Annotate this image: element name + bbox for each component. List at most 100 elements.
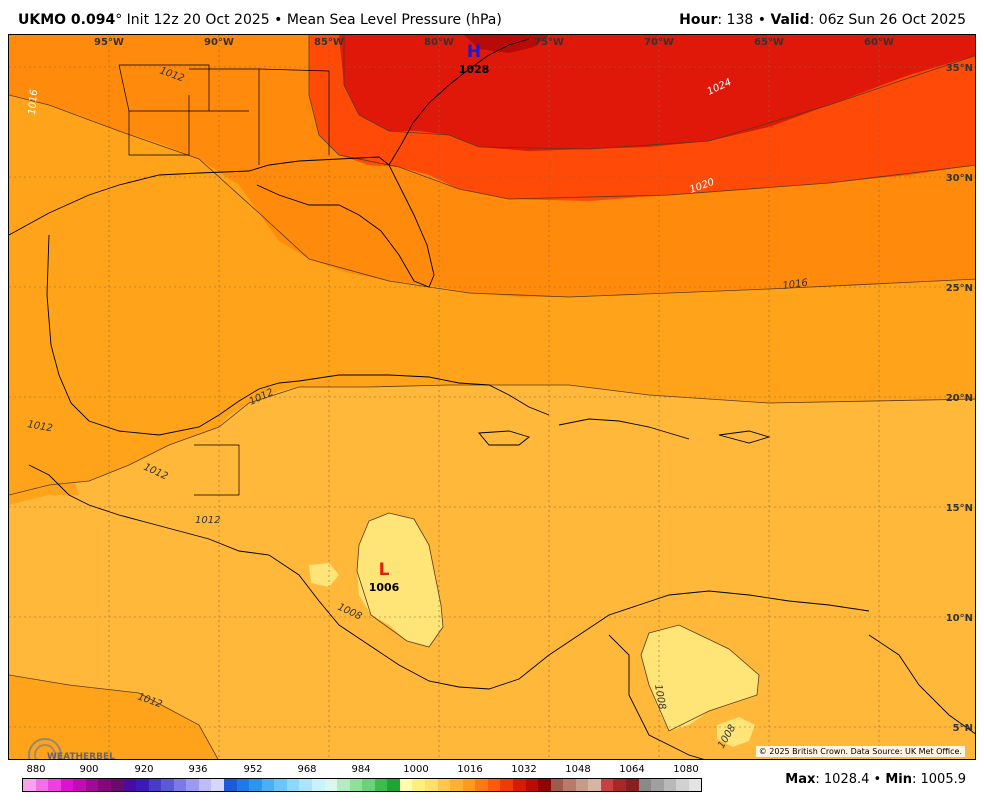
- max-label: Max: [785, 772, 816, 787]
- colorbar-swatch: [387, 779, 400, 791]
- hour-value: : 138: [717, 12, 754, 28]
- init-time: Init 12z 20 Oct 2025: [126, 12, 270, 28]
- logo-text: WEATHERBELL: [47, 752, 115, 760]
- lon-label: 70°W: [644, 37, 674, 48]
- colorbar-swatch: [136, 779, 149, 791]
- pressure-pocket-1012: [9, 455, 79, 505]
- colorbar-label: 880: [26, 764, 46, 775]
- colorbar-swatch: [399, 779, 413, 791]
- colorbar-swatch: [425, 779, 438, 791]
- colorbar-swatch: [512, 779, 526, 791]
- colorbar-swatch: [299, 779, 312, 791]
- contour-label: 1016: [782, 278, 809, 292]
- colorbar-swatch: [161, 779, 174, 791]
- graticule: [9, 35, 975, 759]
- info-bullet: •: [757, 12, 766, 28]
- map-canvas: 95°W 90°W 85°W 80°W 75°W 70°W 65°W 60°W …: [9, 35, 975, 759]
- hour-label: Hour: [679, 12, 718, 28]
- map-title: UKMO 0.094° Init 12z 20 Oct 2025 • Mean …: [18, 12, 502, 28]
- pressure-pocket-1012-south: [9, 675, 218, 759]
- lat-label: 25°N: [946, 283, 973, 294]
- colorbar-swatch: [613, 779, 626, 791]
- high-value: 1028: [459, 63, 490, 76]
- lon-label: 80°W: [424, 37, 454, 48]
- low-value: 1006: [369, 581, 400, 594]
- colorbar-swatch: [73, 779, 86, 791]
- colorbar-label: 1032: [511, 764, 537, 775]
- lon-label: 90°W: [204, 37, 234, 48]
- colorbar-label: 1048: [565, 764, 591, 775]
- valid-value: : 06z Sun 26 Oct 2025: [809, 12, 966, 28]
- colorbar-swatch: [550, 779, 564, 791]
- colorbar-swatch: [236, 779, 250, 791]
- low-lobe: [309, 563, 339, 587]
- pressure-band-1024-1028: [339, 35, 975, 151]
- colorbar-swatch: [35, 779, 49, 791]
- lon-label: 75°W: [534, 37, 564, 48]
- latitude-labels: 35°N 30°N 25°N 20°N 15°N 10°N 5°N: [946, 63, 973, 734]
- colorbar-swatch: [85, 779, 99, 791]
- high-pressure-marker: H 1028: [459, 42, 490, 76]
- colorbar-swatch: [337, 779, 350, 791]
- colorbar-swatch: [462, 779, 476, 791]
- colorbar-labels: 880 900 920 936 952 968 984 1000 1016 10…: [22, 764, 702, 776]
- colorbar-swatch: [475, 779, 488, 791]
- colorbar-swatch: [600, 779, 614, 791]
- colorbar-label: 936: [188, 764, 208, 775]
- lat-label: 15°N: [946, 503, 973, 514]
- colorbar-swatch: [362, 779, 375, 791]
- colorbar-swatch: [450, 779, 463, 791]
- lat-label: 5°N: [953, 723, 973, 734]
- high-letter: H: [467, 42, 481, 62]
- pressure-map[interactable]: 95°W 90°W 85°W 80°W 75°W 70°W 65°W 60°W …: [8, 34, 976, 760]
- lon-label: 85°W: [314, 37, 344, 48]
- colorbar-swatch: [186, 779, 199, 791]
- colorbar-swatch: [48, 779, 61, 791]
- coastlines: [9, 38, 975, 759]
- colorbar-label: 952: [243, 764, 263, 775]
- isobars: [9, 35, 975, 759]
- colorbar-swatch: [249, 779, 262, 791]
- colorbar-swatch: [211, 779, 224, 791]
- contour-label: 1008: [652, 684, 667, 711]
- low-center-area: [357, 513, 443, 647]
- lat-label: 20°N: [946, 393, 973, 404]
- min-value: : 1005.9: [912, 772, 966, 787]
- colorbar-swatch: [224, 779, 237, 791]
- contour-label: 1012: [195, 515, 220, 526]
- lon-label: 60°W: [864, 37, 894, 48]
- colorbar-swatch: [374, 779, 388, 791]
- valid-label: Valid: [770, 12, 810, 28]
- colorbar-label: 1016: [457, 764, 483, 775]
- low-pressure-marker: L 1006: [369, 560, 400, 594]
- contour-label: 1012: [26, 419, 53, 434]
- weatherbell-logo: WEATHERBELL: [25, 735, 115, 760]
- colorbar-swatch: [412, 779, 425, 791]
- field-name: Mean Sea Level Pressure (hPa): [286, 12, 502, 28]
- colorbar-swatch: [688, 779, 702, 791]
- lon-label: 95°W: [94, 37, 124, 48]
- colorbar-swatch: [110, 779, 124, 791]
- colorbar-swatch: [198, 779, 212, 791]
- colorbar-swatch: [588, 779, 601, 791]
- lat-label: 10°N: [946, 613, 973, 624]
- colorbar-swatch: [23, 779, 36, 791]
- colorbar-swatch: [525, 779, 539, 791]
- maxmin-bullet: •: [873, 772, 882, 787]
- colorbar-swatch: [538, 779, 551, 791]
- low-letter: L: [379, 560, 390, 580]
- colorbar-swatch: [663, 779, 677, 791]
- lon-label: 65°W: [754, 37, 784, 48]
- colorbar-swatch: [563, 779, 576, 791]
- colorbar-label: 1000: [403, 764, 429, 775]
- colorbar-swatch: [311, 779, 325, 791]
- colorbar-label: 984: [351, 764, 371, 775]
- colorbar-swatch: [626, 779, 639, 791]
- colorbar-swatch: [500, 779, 513, 791]
- colorbar-label: 968: [297, 764, 317, 775]
- colorbar-swatch: [274, 779, 287, 791]
- low-area-small: [717, 717, 755, 747]
- borders: [118, 64, 330, 496]
- colorbar-swatch: [261, 779, 275, 791]
- colorbar-swatch: [575, 779, 589, 791]
